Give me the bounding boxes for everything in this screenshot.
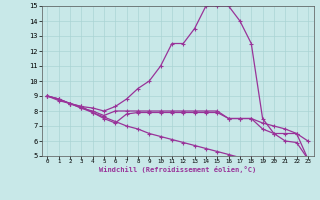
X-axis label: Windchill (Refroidissement éolien,°C): Windchill (Refroidissement éolien,°C) — [99, 166, 256, 173]
